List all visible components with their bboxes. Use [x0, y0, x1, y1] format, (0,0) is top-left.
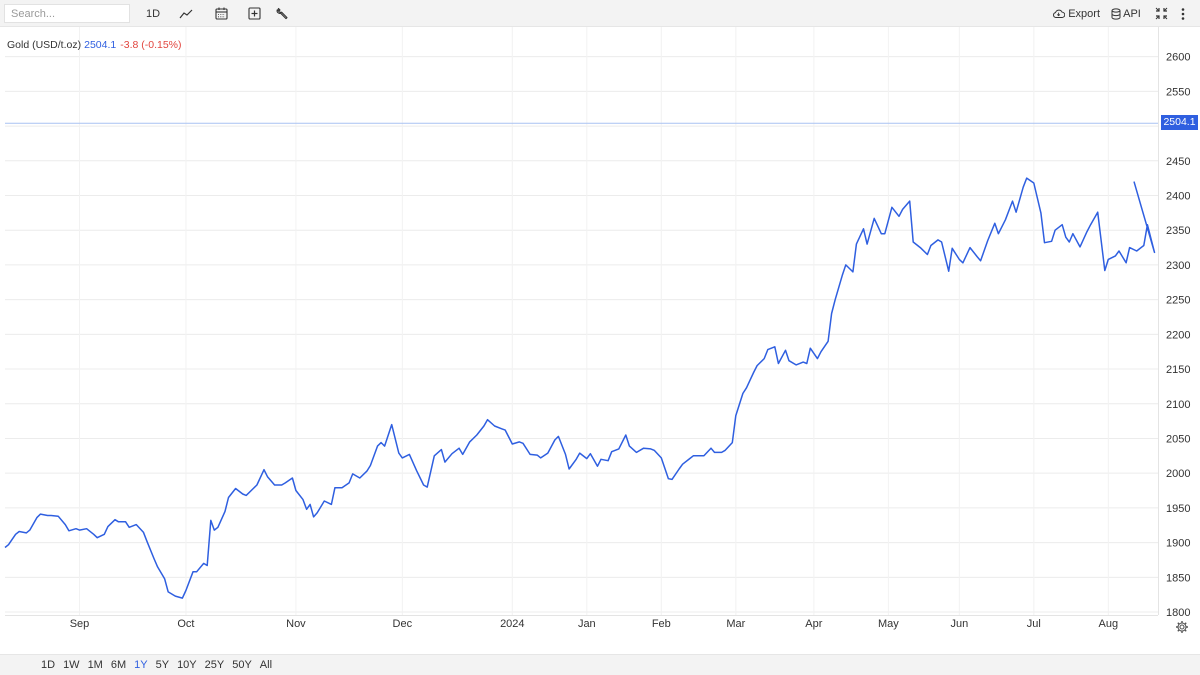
- x-tick-label: Jun: [950, 618, 968, 630]
- y-tick-label: 2350: [1166, 225, 1190, 237]
- x-tick-label: Apr: [805, 618, 822, 630]
- gear-icon: [1176, 621, 1188, 633]
- database-icon: [1111, 7, 1121, 20]
- y-tick-label: 2400: [1166, 191, 1190, 203]
- interval-button[interactable]: 1D: [140, 3, 166, 24]
- indicators-button[interactable]: [272, 3, 292, 24]
- range-option-1d[interactable]: 1D: [41, 659, 56, 671]
- x-tick-label: Sep: [70, 618, 90, 630]
- api-label: API: [1123, 7, 1141, 20]
- range-selector: 1D 1W 1M 6M 1Y 5Y 10Y 25Y 50Y All: [0, 654, 1200, 675]
- y-axis: 1800 1850 1900 1950 2000 2050 2100 2150 2200 2250…: [1166, 52, 1190, 619]
- series-line-gold: [4, 177, 1156, 599]
- y-tick-label: 2250: [1166, 295, 1190, 307]
- last-price-tag: 2504.1: [1161, 115, 1198, 130]
- range-option-all[interactable]: All: [259, 659, 273, 671]
- chart-settings-button[interactable]: [1175, 620, 1189, 634]
- export-button[interactable]: Export: [1052, 3, 1100, 24]
- range-option-25y[interactable]: 25Y: [204, 659, 225, 671]
- more-vertical-icon: [1181, 7, 1185, 20]
- x-tick-label: Nov: [286, 618, 306, 630]
- add-compare-icon: [247, 7, 261, 20]
- y-tick-label: 2000: [1166, 468, 1190, 480]
- y-tick-label: 2300: [1166, 260, 1190, 272]
- y-tick-label: 2550: [1166, 86, 1190, 98]
- search-input[interactable]: [4, 4, 130, 23]
- y-tick-label: 2150: [1166, 364, 1190, 376]
- date-range-button[interactable]: [211, 3, 231, 24]
- x-tick-label: 2024: [500, 618, 524, 630]
- cloud-download-icon: [1053, 9, 1066, 18]
- fullscreen-button[interactable]: [1152, 3, 1170, 24]
- toolbar: 1D: [0, 0, 1200, 27]
- y-tick-label: 1850: [1166, 572, 1190, 584]
- y-tick-label: 2450: [1166, 156, 1190, 168]
- range-option-1w[interactable]: 1W: [63, 659, 80, 671]
- x-tick-label: Jul: [1027, 618, 1041, 630]
- legend-change: -3.8 (-0.15%): [120, 39, 182, 51]
- api-button[interactable]: API: [1110, 3, 1142, 24]
- range-option-50y[interactable]: 50Y: [232, 659, 252, 671]
- line-chart-icon: [179, 9, 193, 18]
- x-axis: Sep Oct Nov Dec 2024 Jan Feb Mar Apr May Jun Jul Aug: [70, 618, 1118, 630]
- y-tick-label: 2050: [1166, 433, 1190, 445]
- legend: Gold (USD/t.oz) 2504.1 -3.8 (-0.15%): [7, 39, 182, 51]
- export-label: Export: [1068, 7, 1100, 20]
- x-tick-label: May: [878, 618, 899, 630]
- x-tick-label: Jan: [578, 618, 596, 630]
- y-tick-label: 1950: [1166, 503, 1190, 515]
- y-tick-label: 2200: [1166, 329, 1190, 341]
- range-option-6m[interactable]: 6M: [110, 659, 127, 671]
- y-tick-label: 1800: [1166, 607, 1190, 619]
- x-tick-label: Feb: [652, 618, 671, 630]
- legend-last-value: 2504.1: [84, 39, 117, 51]
- range-option-1m[interactable]: 1M: [87, 659, 103, 671]
- y-tick-label: 1900: [1166, 538, 1190, 550]
- range-option-10y[interactable]: 10Y: [177, 659, 197, 671]
- add-compare-button[interactable]: [244, 3, 264, 24]
- calendar-icon: [214, 7, 228, 20]
- x-tick-label: Dec: [393, 618, 413, 630]
- y-tick-label: 2600: [1166, 52, 1190, 64]
- x-tick-label: Aug: [1099, 618, 1119, 630]
- chart-type-button[interactable]: [176, 3, 196, 24]
- more-options-button[interactable]: [1176, 3, 1190, 24]
- wrench-icon: [276, 7, 288, 20]
- x-tick-label: Oct: [177, 618, 194, 630]
- range-options: 1D 1W 1M 6M 1Y 5Y 10Y 25Y 50Y All: [41, 659, 280, 671]
- legend-series-name: Gold (USD/t.oz): [7, 39, 82, 51]
- price-chart[interactable]: 1800 1850 1900 1950 2000 2050 2100 2150 2200 2250…: [0, 27, 1200, 654]
- fullscreen-icon: [1155, 7, 1167, 20]
- range-option-5y[interactable]: 5Y: [155, 659, 170, 671]
- y-tick-label: 2100: [1166, 399, 1190, 411]
- grid: [5, 27, 1159, 616]
- x-tick-label: Mar: [726, 618, 745, 630]
- interval-label: 1D: [145, 7, 161, 20]
- range-option-1y[interactable]: 1Y: [134, 659, 148, 671]
